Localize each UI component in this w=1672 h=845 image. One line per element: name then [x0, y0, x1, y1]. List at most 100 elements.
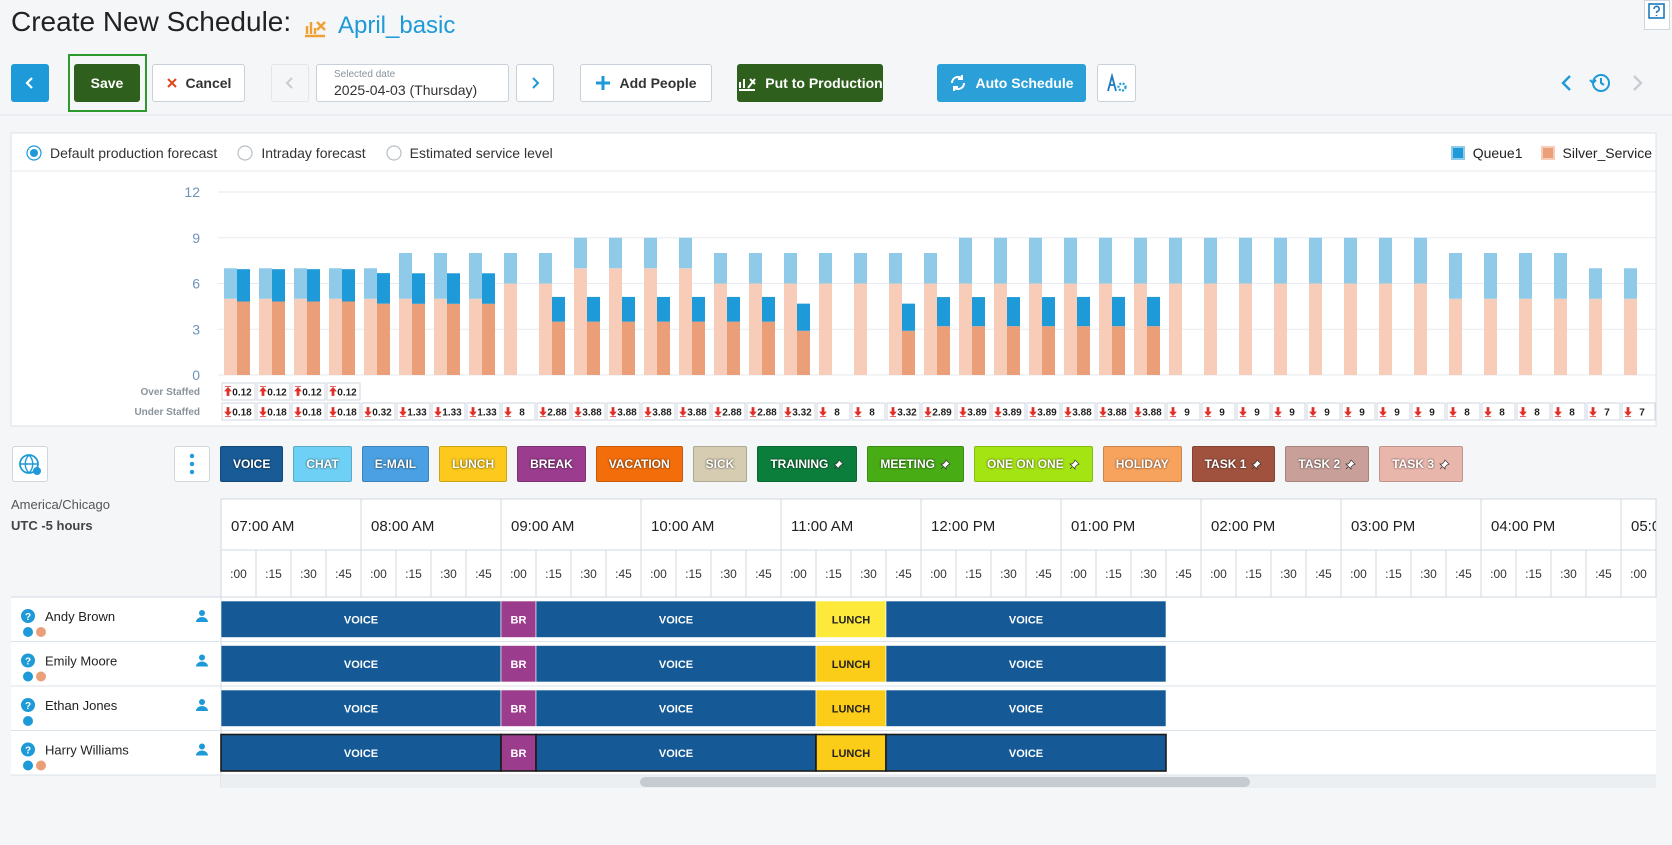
person-name[interactable]: Ethan Jones [45, 698, 118, 713]
radio-option[interactable]: Intraday forecast [237, 143, 366, 163]
shift-block[interactable] [220, 689, 502, 727]
help-button[interactable] [1644, 0, 1670, 30]
shift-block[interactable] [500, 645, 537, 683]
staffing-cell [326, 402, 361, 421]
settings-button[interactable] [1097, 64, 1136, 102]
save-button[interactable]: Save [74, 64, 140, 102]
staffing-value: 3.88 [687, 408, 707, 419]
put-to-production-button[interactable]: Put to Production [737, 64, 883, 102]
shift-block[interactable] [535, 645, 817, 683]
status-icon[interactable]: ? [21, 698, 35, 712]
activity-chip[interactable]: ONE ON ONE [974, 446, 1093, 482]
auto-schedule-button[interactable]: Auto Schedule [937, 64, 1086, 102]
activity-chip[interactable]: CHAT [293, 446, 352, 482]
scheduled-bar [1147, 326, 1160, 375]
shift-block[interactable] [885, 600, 1167, 638]
activity-chip[interactable]: E-MAIL [361, 446, 430, 482]
forecast-bar [259, 268, 272, 299]
legend-swatch [1450, 146, 1465, 160]
person-name[interactable]: Andy Brown [45, 609, 115, 624]
forecast-bar [329, 298, 342, 375]
date-picker[interactable]: Selected date 2025-04-03 (Thursday) [316, 64, 509, 102]
back-button[interactable] [11, 64, 49, 102]
activity-chip[interactable]: TASK 3 [1379, 446, 1463, 482]
quarter-label: :45 [335, 567, 352, 581]
activity-palette: VOICE CHAT E-MAIL LUNCH BREAK VACATION SICK TRA… [220, 446, 1463, 482]
shift-block[interactable] [885, 689, 1167, 727]
timezone-button[interactable] [12, 446, 48, 482]
forecast-bar [714, 253, 727, 284]
shift-block[interactable] [815, 600, 887, 638]
staffing-arrow [294, 407, 302, 417]
shift-block[interactable] [815, 645, 887, 683]
activity-chip[interactable]: LUNCH [439, 446, 508, 482]
staffing-arrow [819, 407, 827, 417]
schedule-name: April_basic [338, 12, 456, 39]
activity-chip[interactable]: TRAINING [757, 446, 858, 482]
radio-option[interactable]: Default production forecast [26, 143, 217, 163]
history-icon[interactable] [1589, 74, 1610, 92]
shift-block[interactable] [220, 645, 502, 683]
scheduled-bar [1147, 296, 1160, 327]
activity-chip[interactable]: SICK [692, 446, 748, 482]
scheduled-bar [1042, 297, 1055, 327]
shift-block[interactable] [815, 689, 887, 727]
person-name[interactable]: Emily Moore [45, 654, 117, 669]
cancel-button[interactable]: Cancel [152, 64, 245, 102]
legend-item[interactable]: Silver_Service [1540, 143, 1652, 163]
activity-chip[interactable]: BREAK [517, 446, 586, 482]
history-back[interactable] [1561, 75, 1571, 91]
scheduled-bar [272, 301, 285, 375]
staffing-cell [291, 382, 326, 401]
add-people-button[interactable]: Add People [580, 64, 712, 102]
status-icon[interactable]: ? [21, 653, 35, 668]
history-forward[interactable] [1633, 75, 1643, 91]
forecast-bar [1169, 237, 1182, 284]
chip-label: SICK [705, 457, 735, 471]
activity-chip[interactable]: VACATION [595, 446, 683, 482]
person-icon[interactable] [196, 610, 208, 622]
activity-chip[interactable]: TASK 2 [1285, 446, 1370, 482]
staffing-arrow [679, 407, 687, 417]
person-name[interactable]: Harry Williams [45, 743, 129, 758]
status-icon[interactable]: ? [21, 609, 35, 623]
quarter-label: :30 [580, 567, 597, 581]
shift-block[interactable] [220, 600, 502, 638]
shift-block[interactable] [220, 733, 502, 772]
shift-block[interactable] [535, 689, 817, 727]
radio-option[interactable]: Estimated service level [386, 143, 553, 163]
shift-block[interactable] [500, 733, 537, 772]
shift-block[interactable] [885, 733, 1167, 772]
pin [940, 458, 951, 470]
staffing-value: 3.89 [967, 408, 987, 419]
person-icon[interactable] [196, 654, 208, 667]
person-head [199, 610, 205, 616]
skill-dot [36, 760, 46, 771]
forecast-bar [644, 268, 657, 375]
shift-block[interactable] [535, 600, 817, 638]
shift-block[interactable] [500, 689, 537, 727]
scheduled-bar [727, 321, 740, 375]
skill-dot [23, 671, 33, 682]
pin [1345, 458, 1356, 470]
status-icon[interactable]: ? [21, 742, 35, 757]
scheduled-bar [377, 303, 390, 375]
prev-day-button[interactable] [271, 64, 309, 102]
shift-block[interactable] [500, 600, 537, 638]
legend-item[interactable]: Queue1 [1450, 143, 1523, 163]
shift-block[interactable] [885, 645, 1167, 683]
page-title: Create New Schedule: [11, 6, 292, 37]
person-icon[interactable] [196, 743, 208, 756]
activity-chip[interactable]: VOICE [220, 446, 284, 482]
globe-icon [19, 454, 41, 475]
person-icon[interactable] [196, 699, 208, 711]
shift-block[interactable] [815, 733, 887, 772]
activity-chip[interactable]: HOLIDAY [1102, 446, 1182, 482]
staffing-value: 3.89 [1037, 408, 1057, 419]
next-day-button[interactable] [516, 64, 554, 102]
shift-block[interactable] [535, 733, 817, 772]
activity-chip[interactable]: TASK 1 [1191, 446, 1276, 482]
scroll-thumb[interactable] [640, 777, 1250, 787]
activity-chip[interactable]: MEETING [867, 446, 965, 482]
more-button[interactable] [174, 446, 210, 482]
